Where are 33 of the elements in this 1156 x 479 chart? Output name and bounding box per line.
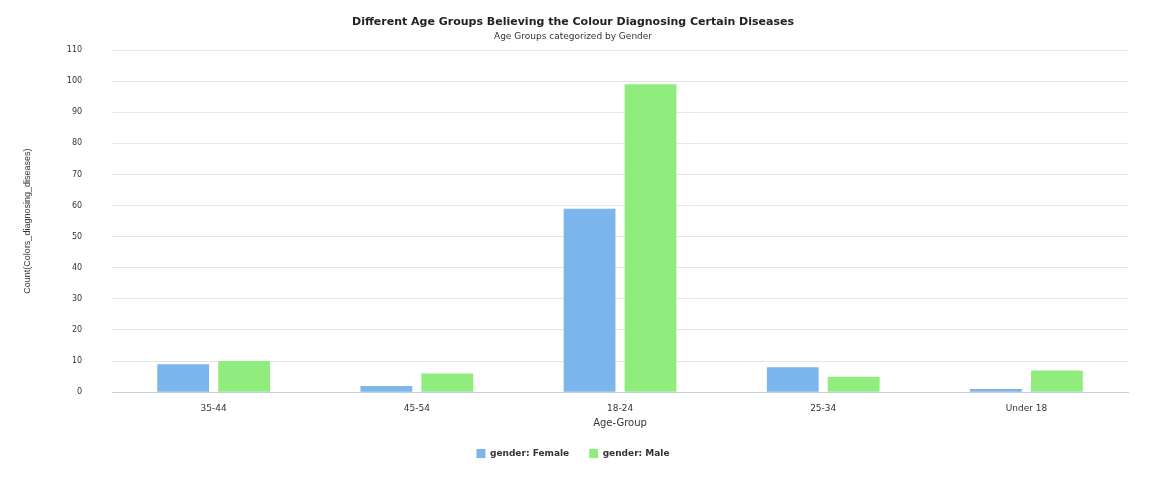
chart-subtitle: Age Groups categorized by Gender <box>493 30 653 41</box>
chart-title: Different Age Groups Believing the Colour Diagnosing Certain Diseases <box>352 15 795 29</box>
legend-label: gender: Male <box>602 447 670 458</box>
y-tick-label: 80 <box>71 138 83 148</box>
x-tick-label: 35-44 <box>200 402 228 413</box>
x-tick-label: 18-24 <box>606 402 634 413</box>
y-tick-label: 60 <box>71 200 83 210</box>
y-tick-label: 50 <box>71 231 83 241</box>
bar <box>766 367 819 392</box>
y-tick-label: 110 <box>66 45 83 55</box>
x-tick-label: Under 18 <box>1005 402 1048 413</box>
bar <box>1030 370 1083 392</box>
y-tick-label: 40 <box>71 262 83 272</box>
y-tick-label: 30 <box>71 293 83 303</box>
x-tick-label: 25-34 <box>810 402 837 413</box>
y-tick-label: 90 <box>71 107 83 117</box>
y-tick-label: 0 <box>76 387 83 397</box>
bar <box>624 84 677 392</box>
bar <box>970 389 1022 392</box>
bar <box>157 364 210 392</box>
y-tick-label: 70 <box>71 169 83 179</box>
bar <box>421 373 474 392</box>
bar <box>360 385 413 392</box>
y-tick-label: 100 <box>66 76 83 86</box>
bar <box>218 361 271 392</box>
x-tick-label: 45-54 <box>403 402 431 413</box>
y-tick-label: 20 <box>71 325 83 335</box>
legend-label: gender: Female <box>489 447 570 458</box>
bar <box>563 208 616 392</box>
x-axis-title: Age-Group <box>593 416 647 428</box>
bar <box>827 376 880 392</box>
y-tick-label: 10 <box>71 356 83 366</box>
y-axis-title: Count(Colors_diagnosing_diseases) <box>21 148 32 294</box>
